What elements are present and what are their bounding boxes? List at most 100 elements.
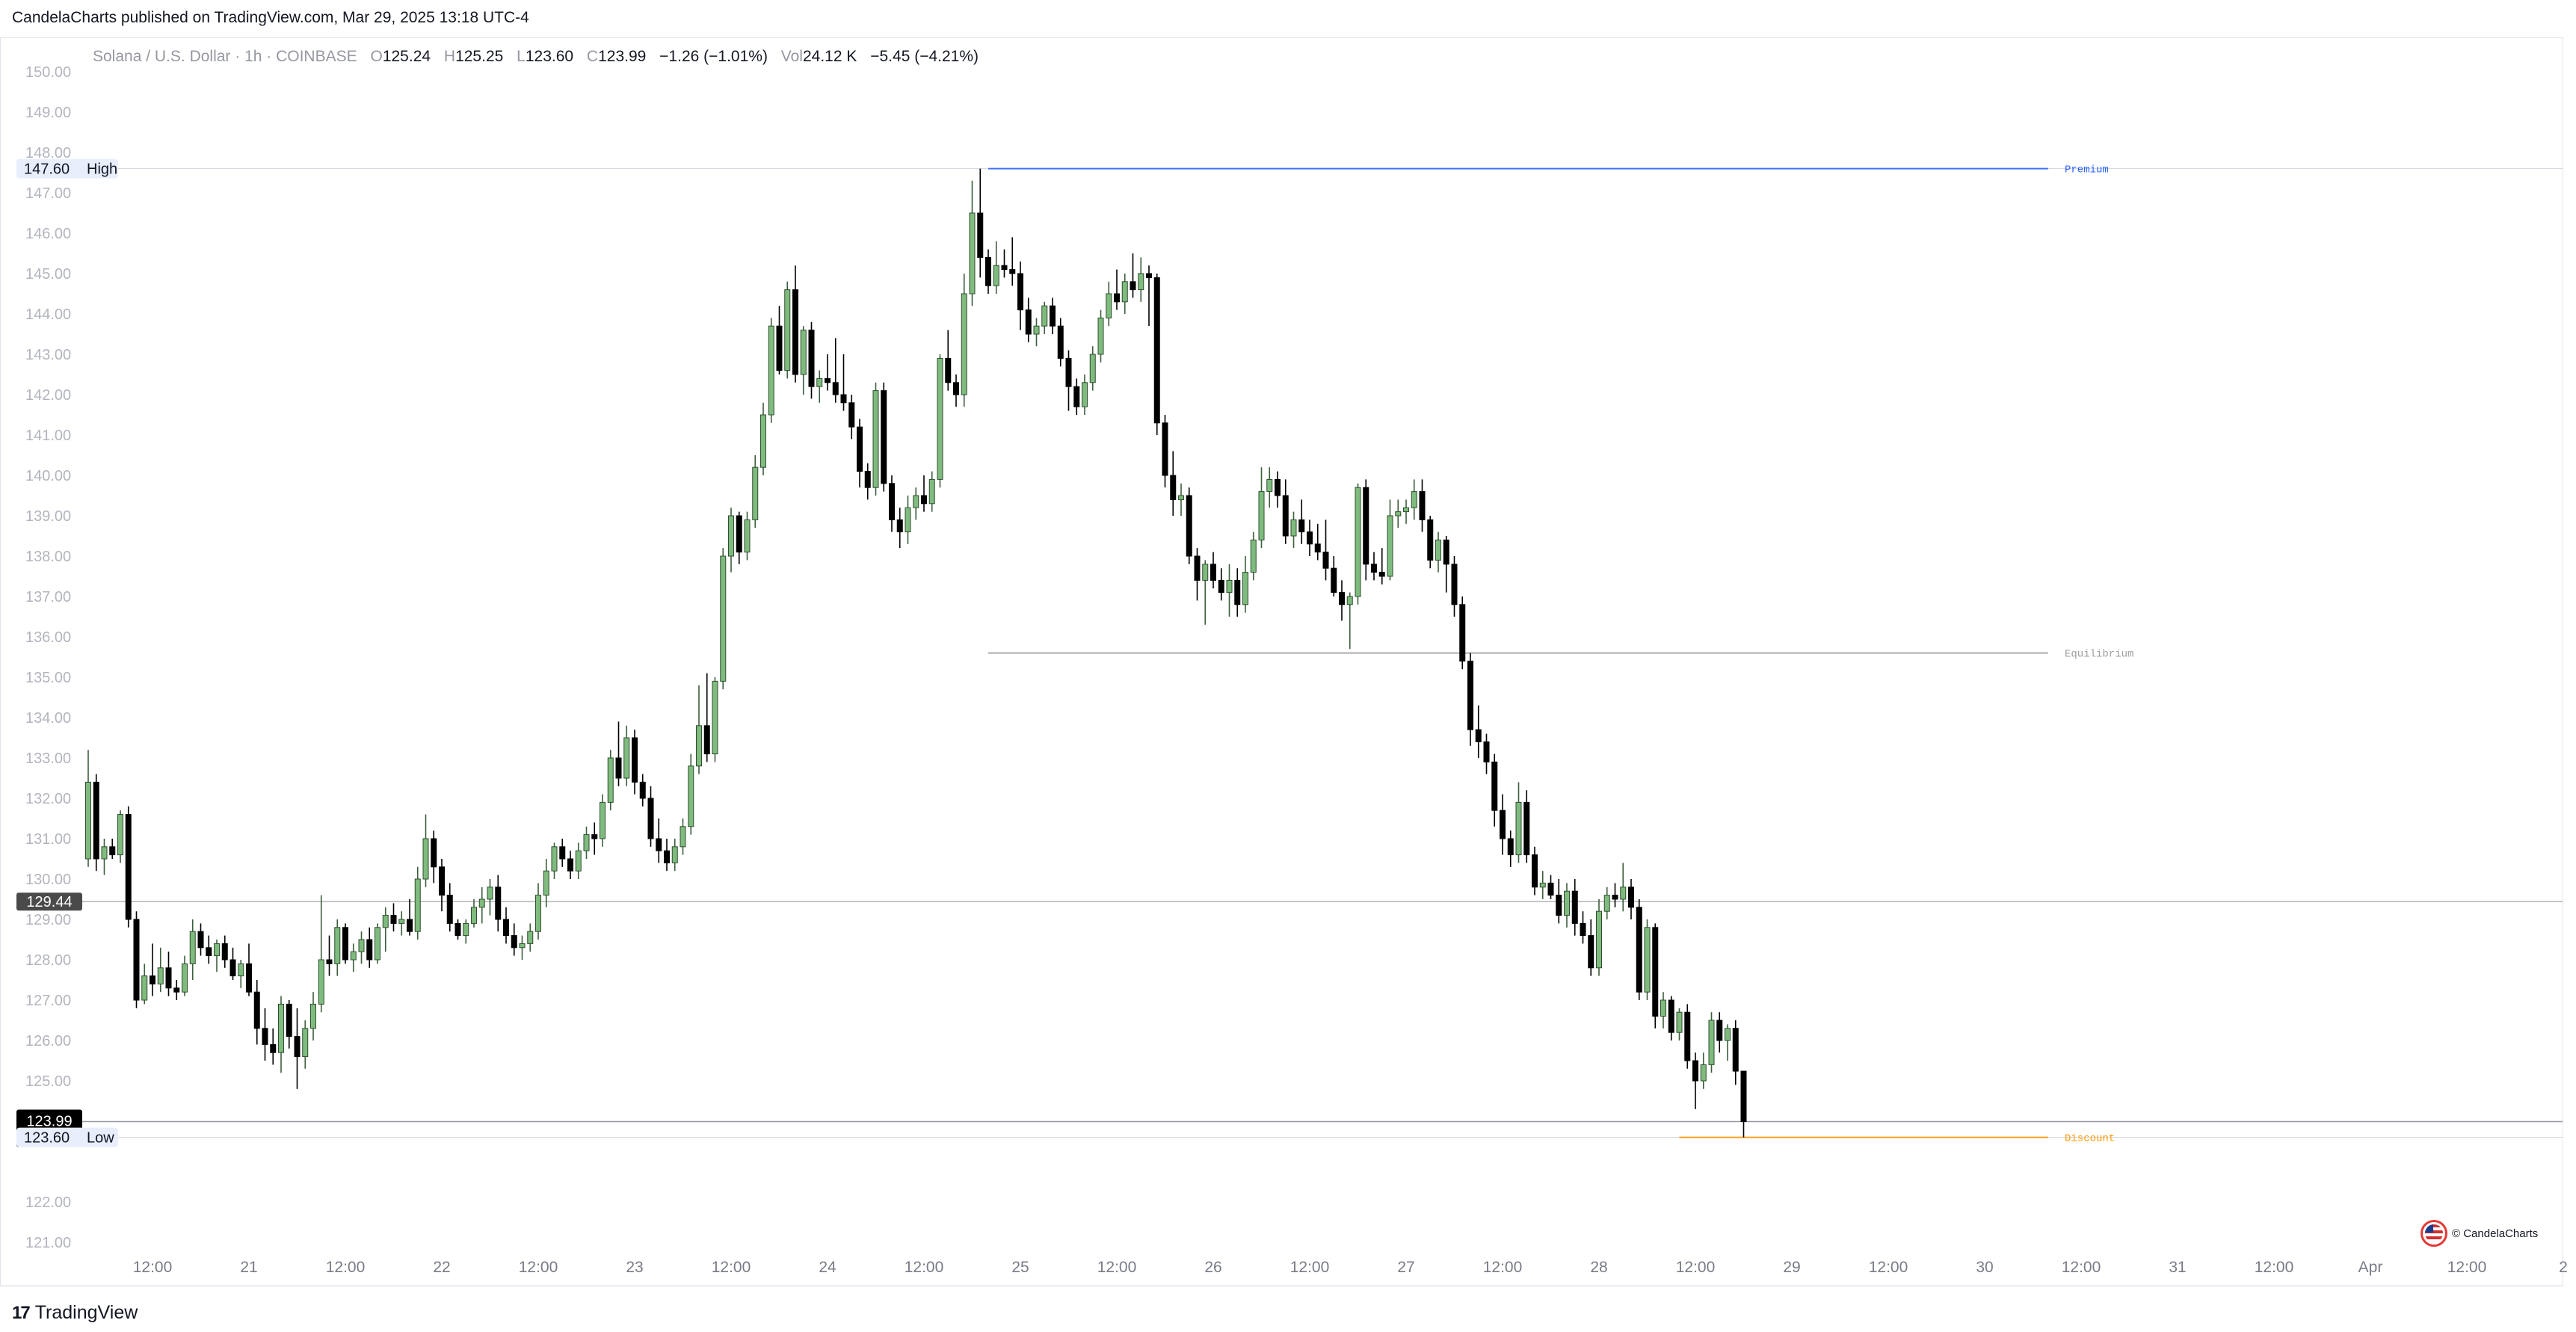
candle-body[interactable] bbox=[1290, 519, 1297, 537]
candle-body[interactable] bbox=[1500, 810, 1506, 839]
candle-body[interactable] bbox=[696, 725, 702, 767]
candle-body[interactable] bbox=[214, 943, 220, 957]
candle-body[interactable] bbox=[551, 846, 558, 872]
candle-body[interactable] bbox=[857, 426, 863, 472]
candle-body[interactable] bbox=[463, 922, 469, 937]
candle-body[interactable] bbox=[1459, 604, 1466, 662]
candle-body[interactable] bbox=[905, 507, 911, 533]
candle-body[interactable] bbox=[318, 959, 324, 1005]
candle-body[interactable] bbox=[768, 325, 774, 416]
candle-body[interactable] bbox=[471, 907, 477, 924]
candle-body[interactable] bbox=[478, 898, 485, 908]
candle-body[interactable] bbox=[1547, 882, 1554, 896]
candle-body[interactable] bbox=[953, 382, 959, 395]
candle-body[interactable] bbox=[945, 357, 952, 383]
candle-body[interactable] bbox=[1620, 887, 1627, 900]
candle-body[interactable] bbox=[495, 887, 502, 920]
symbol-name[interactable]: Solana / U.S. Dollar · 1h · COINBASE bbox=[93, 48, 357, 65]
candle-body[interactable] bbox=[221, 943, 228, 961]
candle-body[interactable] bbox=[350, 951, 357, 961]
candle-body[interactable] bbox=[825, 377, 831, 383]
candle-body[interactable] bbox=[623, 737, 630, 779]
candle-body[interactable] bbox=[342, 927, 348, 961]
candle-body[interactable] bbox=[1210, 564, 1216, 581]
candle-body[interactable] bbox=[229, 959, 236, 977]
candlestick-chart[interactable]: 150.00 149.00 148.00 147.00 146.00 145.00 144.… bbox=[0, 37, 2576, 1299]
candle-body[interactable] bbox=[262, 1028, 268, 1045]
candle-body[interactable] bbox=[896, 519, 903, 533]
candle-body[interactable] bbox=[832, 382, 839, 395]
candle-body[interactable] bbox=[1387, 515, 1393, 577]
candle-body[interactable] bbox=[1692, 1060, 1698, 1082]
candle-body[interactable] bbox=[398, 919, 405, 924]
candle-body[interactable] bbox=[1700, 1064, 1707, 1082]
candle-body[interactable] bbox=[527, 931, 534, 944]
candle-body[interactable] bbox=[117, 814, 123, 856]
candle-body[interactable] bbox=[1740, 1070, 1747, 1123]
candle-body[interactable] bbox=[422, 838, 429, 880]
candle-body[interactable] bbox=[1186, 495, 1192, 557]
candle-body[interactable] bbox=[1331, 567, 1337, 593]
candle-body[interactable] bbox=[881, 390, 887, 484]
candle-body[interactable] bbox=[1539, 882, 1546, 888]
candle-body[interactable] bbox=[1532, 854, 1538, 888]
candle-body[interactable] bbox=[559, 846, 566, 860]
candle-body[interactable] bbox=[937, 357, 943, 480]
candle-body[interactable] bbox=[1378, 572, 1385, 577]
candle-body[interactable] bbox=[639, 781, 646, 799]
candle-body[interactable] bbox=[1089, 354, 1096, 383]
candle-body[interactable] bbox=[928, 478, 935, 505]
candle-body[interactable] bbox=[600, 801, 606, 839]
candle-body[interactable] bbox=[583, 834, 590, 851]
candle-body[interactable] bbox=[109, 846, 116, 856]
candle-body[interactable] bbox=[1218, 579, 1224, 593]
candle-body[interactable] bbox=[286, 1003, 292, 1037]
candle-body[interactable] bbox=[246, 963, 252, 993]
candle-body[interactable] bbox=[1307, 531, 1313, 545]
candle-body[interactable] bbox=[1507, 838, 1514, 856]
candle-body[interactable] bbox=[1194, 555, 1201, 581]
candle-body[interactable] bbox=[1676, 1011, 1683, 1033]
candle-body[interactable] bbox=[969, 212, 976, 295]
candle-body[interactable] bbox=[1282, 495, 1289, 537]
candle-body[interactable] bbox=[1427, 519, 1434, 561]
candle-body[interactable] bbox=[1588, 935, 1594, 969]
candle-body[interactable] bbox=[439, 866, 445, 896]
candle-body[interactable] bbox=[792, 289, 798, 375]
candle-body[interactable] bbox=[1266, 478, 1273, 493]
candle-body[interactable] bbox=[1322, 552, 1329, 569]
candle-body[interactable] bbox=[302, 1028, 309, 1058]
candle-body[interactable] bbox=[664, 850, 670, 863]
candle-body[interactable] bbox=[85, 781, 91, 860]
candle-body[interactable] bbox=[591, 834, 598, 839]
candle-body[interactable] bbox=[615, 757, 622, 779]
candle-body[interactable] bbox=[760, 414, 766, 468]
candle-body[interactable] bbox=[632, 737, 638, 783]
candle-body[interactable] bbox=[1596, 910, 1602, 969]
candle-body[interactable] bbox=[889, 483, 895, 520]
candle-body[interactable] bbox=[1178, 495, 1184, 500]
candle-body[interactable] bbox=[1121, 281, 1128, 303]
candle-body[interactable] bbox=[1146, 273, 1152, 278]
candle-body[interactable] bbox=[816, 377, 823, 387]
candle-body[interactable] bbox=[1258, 491, 1265, 540]
candle-body[interactable] bbox=[157, 967, 164, 984]
candle-body[interactable] bbox=[977, 212, 984, 258]
candle-body[interactable] bbox=[985, 256, 991, 286]
candle-body[interactable] bbox=[1073, 386, 1080, 407]
candle-body[interactable] bbox=[575, 850, 582, 872]
candle-body[interactable] bbox=[1170, 475, 1177, 500]
candle-body[interactable] bbox=[125, 814, 132, 920]
candle-body[interactable] bbox=[993, 265, 999, 286]
candle-body[interactable] bbox=[1443, 539, 1449, 565]
candle-body[interactable] bbox=[808, 330, 815, 387]
candle-body[interactable] bbox=[101, 846, 108, 860]
candle-body[interactable] bbox=[688, 765, 694, 827]
candle-body[interactable] bbox=[1242, 572, 1248, 605]
candle-body[interactable] bbox=[1708, 1020, 1715, 1065]
candle-body[interactable] bbox=[197, 931, 204, 949]
candle-body[interactable] bbox=[720, 555, 727, 682]
candle-body[interactable] bbox=[1660, 999, 1666, 1017]
candle-body[interactable] bbox=[1314, 543, 1321, 553]
candle-body[interactable] bbox=[1001, 265, 1008, 271]
